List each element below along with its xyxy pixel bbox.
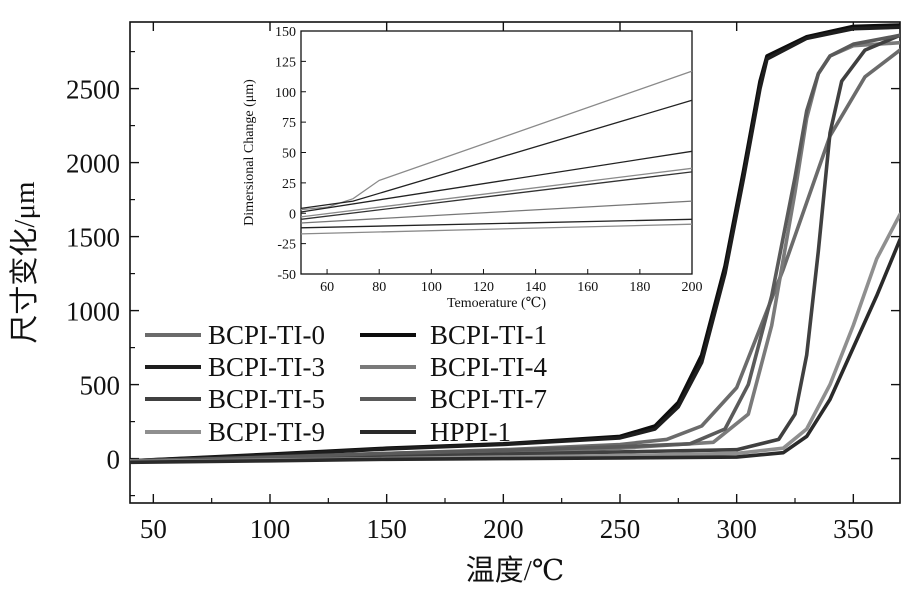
inset-series-line-4 xyxy=(300,167,693,218)
inset-plot: 60 80 100 120 140 160 180 200 -50 -25 0 25 50 75 100 12… xyxy=(242,25,703,311)
inset-y-tick-label: 50 xyxy=(282,147,296,162)
legend-label: BCPI-TI-3 xyxy=(208,352,325,382)
legend-label: BCPI-TI-4 xyxy=(430,352,547,382)
x-tick-label: 200 xyxy=(483,514,524,544)
inset-series-line-2 xyxy=(300,99,693,210)
series-line-bcpi-ti-7 xyxy=(130,33,900,464)
x-tick-label: 250 xyxy=(600,514,641,544)
legend-label: BCPI-TI-0 xyxy=(208,320,325,350)
y-tick-label: 500 xyxy=(80,371,121,401)
inset-x-tick-label: 100 xyxy=(421,280,442,295)
x-tick-label: 50 xyxy=(140,514,167,544)
inset-x-tick-label: 140 xyxy=(525,280,546,295)
inset-y-tick-label: 75 xyxy=(282,116,296,131)
inset-frame xyxy=(300,30,693,275)
inset-x-tick-label: 80 xyxy=(372,280,386,295)
y-tick-label: 0 xyxy=(107,445,121,475)
inset-y-tick-label: -25 xyxy=(277,238,296,253)
x-tick-label: 300 xyxy=(716,514,757,544)
inset-x-tick-label: 120 xyxy=(473,280,494,295)
series-line-hppi-1 xyxy=(130,237,900,465)
inset-series-line-1 xyxy=(300,70,693,211)
inset-x-tick-label: 180 xyxy=(629,280,650,295)
legend-label: BCPI-TI-9 xyxy=(208,417,325,447)
inset-series-line-7 xyxy=(300,218,693,229)
series-line-bcpi-ti-3 xyxy=(130,25,900,463)
series-line-bcpi-ti-5 xyxy=(130,33,900,464)
inset-y-tick-label: 0 xyxy=(289,207,296,222)
y-tick-label: 1000 xyxy=(66,297,120,327)
main-series-group xyxy=(130,23,900,465)
inset-y-tick-label: -50 xyxy=(277,268,296,283)
main-plot-frame xyxy=(129,21,901,504)
inset-x-tick-label: 60 xyxy=(320,280,334,295)
y-axis-title: 尺寸变化/μm xyxy=(8,181,41,344)
x-tick-label: 350 xyxy=(833,514,874,544)
legend-label: BCPI-TI-7 xyxy=(430,384,547,414)
inset-y-tick-label: 125 xyxy=(275,55,296,70)
x-tick-label: 150 xyxy=(366,514,407,544)
inset-x-tick-label: 160 xyxy=(577,280,598,295)
inset-series-line-5 xyxy=(300,171,693,220)
x-axis-title: 温度/℃ xyxy=(466,554,565,587)
legend-label: BCPI-TI-5 xyxy=(208,384,325,414)
y-tick-label: 1500 xyxy=(66,223,120,253)
legend-label: BCPI-TI-1 xyxy=(430,320,547,350)
main-plot: 50 100 150 200 250 300 35005001000150020002500… xyxy=(8,21,901,587)
inset-y-axis-title: Dimersional Change (μm) xyxy=(242,79,257,226)
y-tick-label: 2000 xyxy=(66,149,120,179)
inset-series-line-3 xyxy=(300,150,693,213)
inset-x-axis-title: Temoerature (℃) xyxy=(447,296,546,311)
x-tick-label: 100 xyxy=(250,514,291,544)
y-tick-label: 2500 xyxy=(66,75,120,105)
legend-label: HPPI-1 xyxy=(430,417,511,447)
inset-y-tick-label: 150 xyxy=(275,25,296,40)
inset-y-tick-label: 100 xyxy=(275,86,296,101)
inset-series-line-6 xyxy=(300,200,693,224)
inset-x-tick-label: 200 xyxy=(682,280,703,295)
inset-y-tick-label: 25 xyxy=(282,177,296,192)
inset-series-line-8 xyxy=(300,223,693,235)
